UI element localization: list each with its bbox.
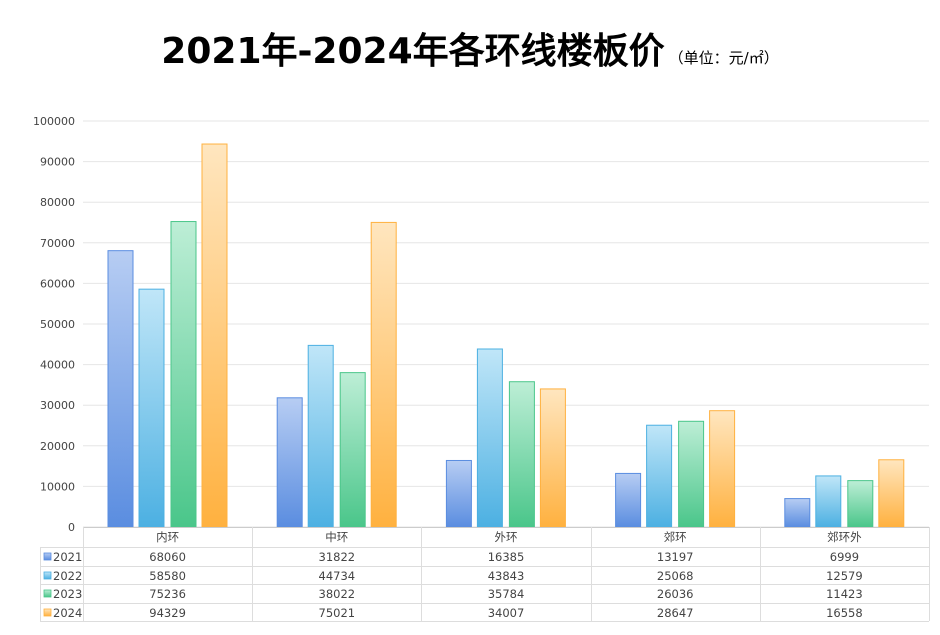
- y-tick-label: 60000: [40, 277, 75, 290]
- bar-2023-4: [847, 480, 874, 528]
- bar-2022-4: [815, 475, 842, 528]
- bar-2023-0: [170, 221, 197, 528]
- bar-2021-0: [107, 250, 134, 528]
- data-label: 44734: [319, 569, 356, 583]
- y-tick-label: 90000: [40, 156, 75, 169]
- y-tick-label: 0: [68, 521, 75, 534]
- bar-2022-1: [307, 344, 334, 528]
- legend-label: 2022: [53, 569, 82, 583]
- y-tick-label: 100000: [33, 115, 75, 128]
- data-label: 28647: [657, 606, 694, 620]
- bar-2021-1: [276, 397, 303, 528]
- bar-2022-3: [646, 424, 673, 528]
- bar-2024-1: [370, 221, 397, 528]
- bar-2024-2: [539, 388, 566, 528]
- data-label: 75236: [149, 587, 186, 601]
- y-tick-label: 80000: [40, 196, 75, 209]
- bar-2023-3: [678, 420, 705, 528]
- legend-swatch-2023: [43, 589, 52, 598]
- legend-swatch-2022: [43, 571, 52, 580]
- bar-2022-2: [476, 348, 503, 528]
- data-label: 25068: [657, 569, 694, 583]
- data-label: 34007: [488, 606, 525, 620]
- data-label: 12579: [826, 569, 863, 583]
- bar-2024-0: [201, 143, 228, 528]
- category-label: 内环: [156, 530, 179, 544]
- data-label: 26036: [657, 587, 694, 601]
- bar-2023-1: [339, 372, 366, 528]
- data-label: 75021: [319, 606, 356, 620]
- legend-swatch-2024: [43, 608, 52, 617]
- data-label: 11423: [826, 587, 863, 601]
- y-tick-label: 30000: [40, 399, 75, 412]
- bar-2022-0: [138, 288, 165, 528]
- category-label: 中环: [325, 530, 348, 544]
- bar-2021-2: [445, 459, 472, 528]
- data-label: 38022: [319, 587, 356, 601]
- y-tick-label: 40000: [40, 359, 75, 372]
- data-label: 35784: [488, 587, 525, 601]
- data-label: 68060: [149, 550, 186, 564]
- y-tick-label: 10000: [40, 480, 75, 493]
- data-label: 6999: [830, 550, 859, 564]
- data-label: 13197: [657, 550, 694, 564]
- chart-title-block: 2021年-2024年各环线楼板价 （单位：元/㎡）: [0, 22, 940, 74]
- legend-label: 2024: [53, 606, 82, 620]
- y-tick-label: 70000: [40, 237, 75, 250]
- legend-label: 2021: [53, 550, 82, 564]
- category-label: 郊环外: [827, 530, 862, 544]
- data-label: 94329: [149, 606, 186, 620]
- legend-swatch-2021: [43, 552, 52, 561]
- data-label: 16385: [488, 550, 525, 564]
- data-label: 31822: [319, 550, 356, 564]
- chart-title: 2021年-2024年各环线楼板价: [161, 31, 665, 72]
- bar-2023-2: [508, 381, 535, 528]
- category-label: 外环: [495, 530, 518, 544]
- data-label: 43843: [488, 569, 525, 583]
- category-label: 郊环: [664, 530, 687, 544]
- data-label: 58580: [149, 569, 186, 583]
- bar-2024-3: [709, 410, 736, 528]
- bar-2021-4: [784, 498, 811, 528]
- bar-2024-4: [878, 459, 905, 528]
- y-tick-label: 50000: [40, 318, 75, 331]
- chart-subtitle: （单位：元/㎡）: [668, 49, 779, 67]
- legend-label: 2023: [53, 587, 82, 601]
- data-label: 16558: [826, 606, 863, 620]
- bar-2021-3: [615, 472, 642, 528]
- y-tick-label: 20000: [40, 440, 75, 453]
